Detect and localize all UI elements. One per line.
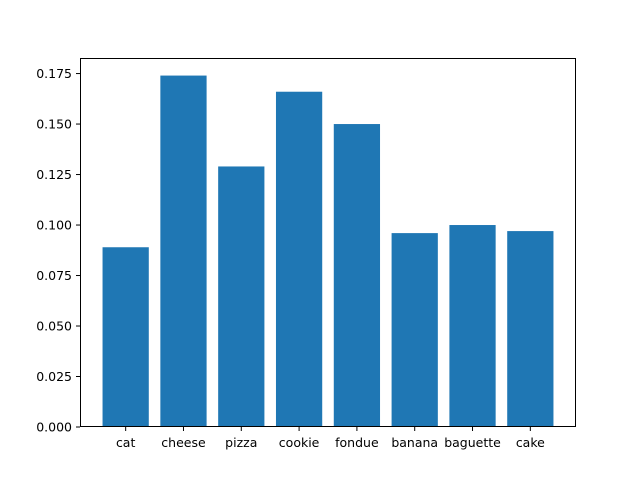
y-tick-label: 0.175: [36, 66, 72, 81]
y-tick-label: 0.150: [36, 117, 72, 132]
x-tick-label: cookie: [279, 435, 320, 450]
bar-cat: [102, 247, 149, 427]
bar-cheese: [160, 75, 207, 428]
y-tick-label: 0.125: [36, 167, 72, 182]
x-tick-label: cake: [516, 435, 545, 450]
x-tick-label: banana: [391, 435, 438, 450]
bar-pizza: [218, 166, 265, 427]
x-tick-label: cat: [116, 435, 136, 450]
bars-group: [102, 75, 554, 428]
bar-cake: [507, 231, 554, 427]
x-tick-label: baguette: [444, 435, 501, 450]
y-tick-label: 0.000: [36, 420, 72, 435]
x-axis: cat cheese pizza cookie fondue banana baguette…: [116, 427, 545, 450]
bar-cookie: [275, 91, 323, 427]
x-tick-label: fondue: [335, 435, 379, 450]
y-tick-label: 0.050: [36, 319, 72, 334]
bar-fondue: [333, 124, 381, 427]
plot-frame: [80, 58, 576, 427]
y-tick-label: 0.100: [36, 218, 72, 233]
bar-banana: [391, 233, 438, 427]
x-tick-label: cheese: [161, 435, 206, 450]
y-tick-label: 0.025: [36, 369, 72, 384]
bar-baguette: [449, 225, 496, 427]
x-tick-label: pizza: [225, 435, 257, 450]
y-tick-label: 0.075: [36, 268, 72, 283]
y-axis: 0.000 0.025 0.050 0.075 0.100 0.125 0.150 0.175: [36, 66, 80, 435]
